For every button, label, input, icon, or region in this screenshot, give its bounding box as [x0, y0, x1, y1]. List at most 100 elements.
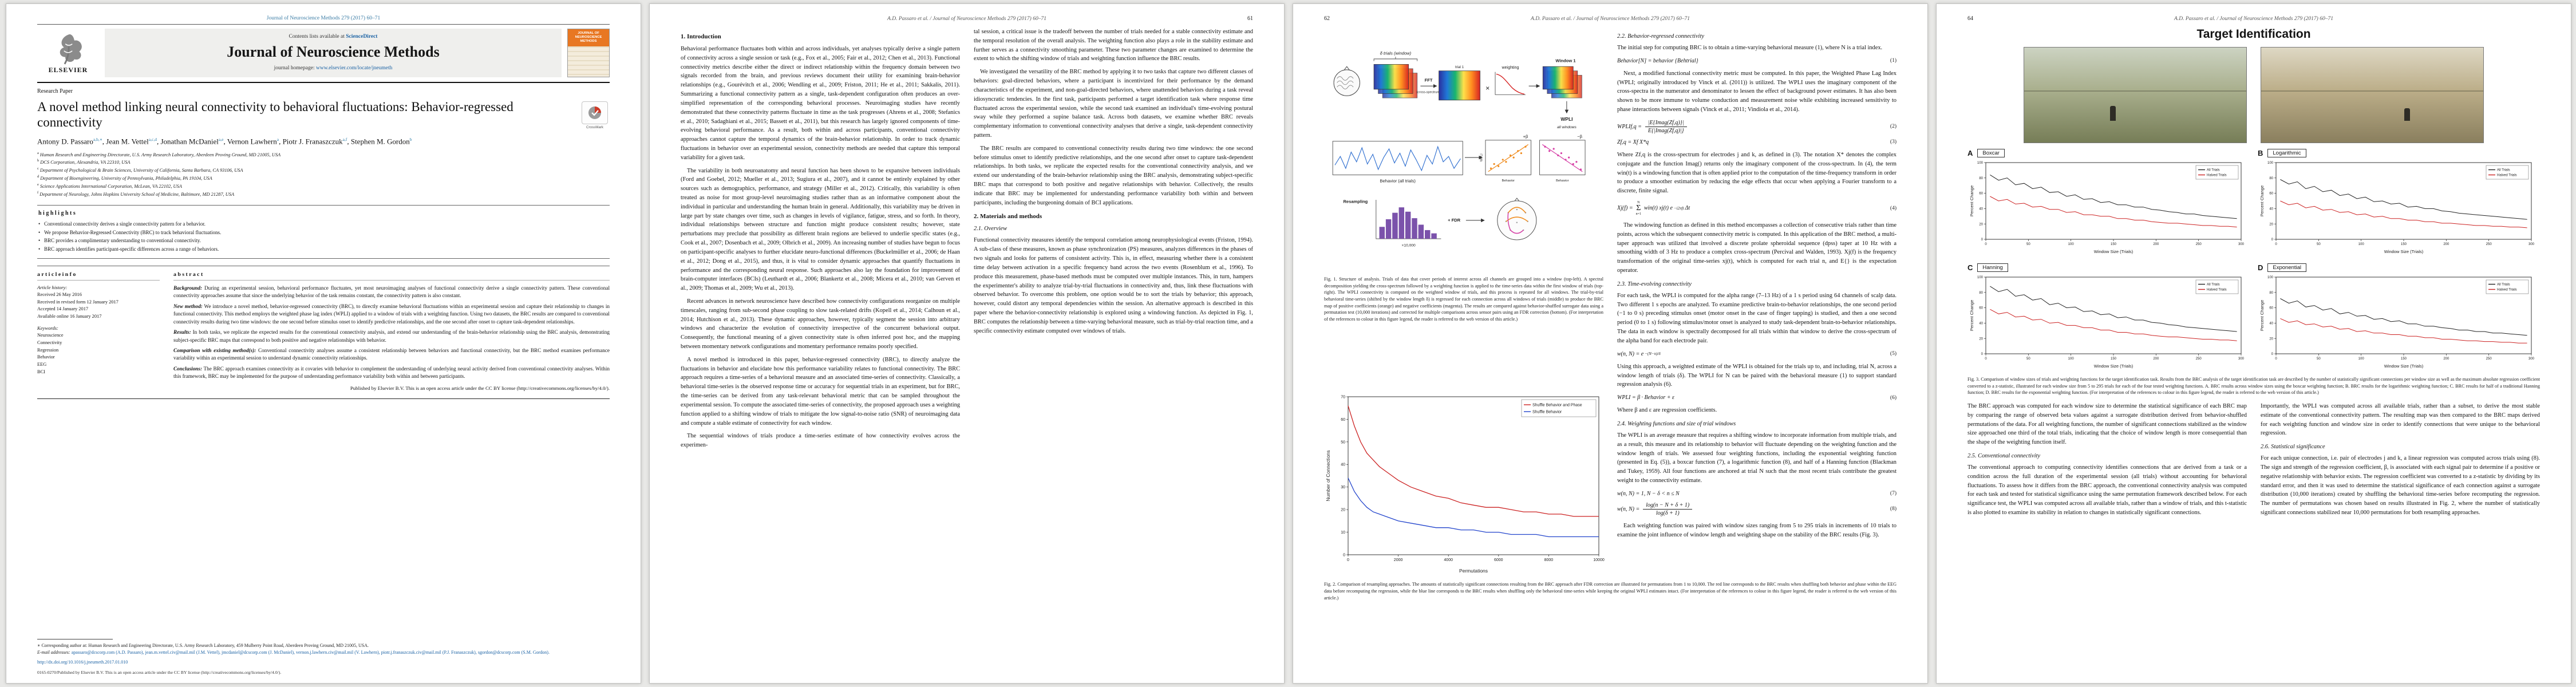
figure-2-chart: 0 2000 4000 6000 8000 10000 0 10 20 30 40 50 60 70 Per…	[1325, 396, 1605, 574]
svg-text:100: 100	[2358, 357, 2365, 361]
author-affil-sup: a,e	[218, 137, 224, 143]
svg-text:Window Size (Trials): Window Size (Trials)	[2384, 249, 2424, 254]
svg-text:150: 150	[2111, 357, 2117, 361]
abstract-paragraph: Background: During an experimental sessi…	[173, 285, 610, 299]
svg-text:Halved Trials: Halved Trials	[2207, 174, 2227, 177]
abstract-column: a b s t r a c t Background: During an ex…	[173, 271, 610, 391]
svg-text:40: 40	[1979, 208, 1983, 211]
svg-text:100: 100	[2068, 243, 2075, 246]
figure-3-panel-d: D Exponential 0 50 100 150 200 250 300 0 20 40 60 80…	[2258, 263, 2540, 372]
permutation-histogram	[1379, 207, 1437, 239]
sciencedirect-link[interactable]: ScienceDirect	[346, 34, 378, 40]
svg-text:Window Size (Trials): Window Size (Trials)	[2384, 364, 2424, 369]
highlight-item: Conventional connectivity derives a sing…	[38, 220, 609, 228]
fft-label: FFT	[1425, 78, 1433, 83]
panel-name: Boxcar	[1977, 149, 2005, 157]
svg-text:40: 40	[1979, 322, 1983, 326]
equation-2: WPLIf,q = |E{Imag(Zf,q)}| E{|Imag(Zf,q)|}(…	[1617, 119, 1897, 134]
svg-text:All Trials: All Trials	[2497, 169, 2510, 172]
author-name: , Jean M. Vettel	[102, 137, 149, 146]
svg-text:60: 60	[1341, 418, 1345, 422]
body-paragraph: Functional connectivity measures identif…	[974, 237, 1253, 334]
svg-text:6000: 6000	[1494, 558, 1503, 562]
affiliations: a Human Research and Engineering Director…	[37, 151, 610, 198]
svg-text:0: 0	[2275, 243, 2277, 246]
equation-6: WPLI = β · Behavior + ε (6)	[1617, 394, 1897, 401]
body-paragraph: tal session, a critical issue is the tra…	[974, 29, 1253, 62]
svg-text:100: 100	[2358, 243, 2365, 246]
subsection-heading-significance: 2.6. Statistical significance	[2261, 444, 2325, 451]
svg-text:50: 50	[1341, 441, 1345, 445]
svg-text:Halved Trials: Halved Trials	[2497, 289, 2517, 292]
body-paragraph: The BRC approach was computed for each w…	[1967, 402, 2247, 446]
equation-7: w(n, N) = 1, N − δ < n ≤ N (7)	[1617, 490, 1897, 497]
body-paragraph: We investigated the versatility of the B…	[974, 69, 1253, 139]
svg-text:4000: 4000	[1444, 558, 1453, 562]
svg-text:100: 100	[1977, 161, 1984, 165]
crossmark-badge[interactable]: CrossMark	[580, 101, 610, 129]
elsevier-logo[interactable]: ELSEVIER	[37, 29, 99, 77]
affiliation-line: c Department of Psychological & Brain Sci…	[37, 167, 243, 173]
svg-text:150: 150	[2401, 357, 2407, 361]
svg-text:All Trials: All Trials	[2207, 283, 2220, 287]
svg-text:70: 70	[1341, 396, 1345, 400]
keyword: EEG	[37, 361, 47, 367]
figure-1-caption: Fig. 1. Structure of analysis. Trials of…	[1324, 277, 1603, 322]
svg-text:Halved Trials: Halved Trials	[2497, 174, 2517, 177]
author-affil-sup: a,b,∗	[93, 137, 102, 143]
highlight-item: BRC approach identifies participant-spec…	[38, 245, 609, 254]
behavior-series-label: Behavior (all trials)	[1380, 179, 1416, 184]
history-line: Available online 16 January 2017	[37, 313, 102, 319]
issn-license-line: 0165-0270/Published by Elsevier B.V. Thi…	[37, 669, 282, 675]
affiliation-line: e Science Applications International Corp…	[37, 182, 182, 189]
figure-column: δ trials (window) FFT (cross-spectrum) t…	[1324, 27, 1605, 577]
body-paragraph: Each weighting function was paired with …	[1617, 522, 1897, 538]
svg-text:8000: 8000	[1544, 558, 1554, 562]
panel-d-chart: 0 50 100 150 200 250 300 0 20 40 60 80 100 Window Siz…	[2259, 276, 2535, 369]
highlight-item: We propose Behavior-Regressed Connectivi…	[38, 228, 609, 237]
article-info-heading: a r t i c l e i n f o	[37, 271, 160, 281]
author-name: , Stephen M. Gordon	[347, 137, 410, 146]
svg-text:300: 300	[2238, 243, 2245, 246]
body-paragraph: For each unique connection, i.e. pair of…	[2261, 455, 2540, 516]
target-silhouette	[2404, 108, 2410, 121]
affiliation-line: d Department of Bioengineering, Universit…	[37, 175, 212, 181]
panel-name: Logarithmic	[2267, 149, 2306, 157]
keyword: BCI	[37, 369, 45, 374]
history-line: Received in revised form 12 January 2017	[37, 299, 118, 305]
svg-text:×: ×	[1485, 84, 1490, 92]
svg-text:Window Size (Trials): Window Size (Trials)	[2094, 364, 2134, 369]
svg-text:60: 60	[1979, 307, 1983, 310]
body-paragraph: The WPLI is an average measure that requ…	[1617, 432, 1897, 484]
figure-2-caption: Fig. 2. Comparison of resampling approac…	[1324, 582, 1897, 601]
panel-letter: B	[2258, 149, 2263, 157]
weighting-label: weighting	[1502, 65, 1519, 70]
behavior-axis-label: Behavior	[1502, 179, 1515, 183]
negative-regression-dots	[1544, 145, 1582, 171]
figure-3-caption: Fig. 3. Comparison of window sizes of tr…	[1967, 377, 2540, 396]
body-paragraph: Where β and ε are regression coefficient…	[1617, 407, 1717, 414]
wpli-label: WPLI	[1560, 116, 1573, 122]
svg-text:Window Size (Trials): Window Size (Trials)	[2094, 249, 2134, 254]
elsevier-tree-icon	[60, 34, 82, 65]
elsevier-wordmark: ELSEVIER	[48, 66, 88, 74]
svg-text:2000: 2000	[1394, 558, 1403, 562]
subsection-heading-weighting: 2.4. Weighting functions and size of tri…	[1617, 420, 1736, 427]
abstract-paragraph: Conclusions: The BRC approach examines c…	[173, 365, 610, 380]
svg-text:0: 0	[1981, 353, 1984, 356]
svg-text:80: 80	[1979, 177, 1983, 180]
svg-text:Percent Change: Percent Change	[2259, 300, 2265, 331]
affiliation-line: b DCS Corporation, Alexandria, VA 22310, …	[37, 159, 131, 165]
doi-link[interactable]: http://dx.doi.org/10.1016/j.jneumeth.201…	[37, 659, 128, 665]
figure-2: 0 2000 4000 6000 8000 10000 0 10 20 30 40 50 60 70 Per…	[1324, 391, 1605, 577]
email-links[interactable]: apassaro@dcscorp.com (A.D. Passaro), jea…	[71, 649, 550, 655]
text-column-right: tal session, a critical issue is the tra…	[974, 27, 1253, 454]
svg-text:20: 20	[1979, 223, 1983, 226]
journal-reference: Journal of Neuroscience Methods 279 (201…	[266, 15, 381, 21]
journal-cover-thumbnail[interactable]: JOURNAL OF NEUROSCIENCE METHODS	[567, 29, 610, 77]
journal-homepage-link[interactable]: www.elsevier.com/locate/jneumeth	[315, 65, 393, 71]
svg-text:20: 20	[1979, 337, 1983, 341]
keyword: Regression	[37, 347, 59, 353]
